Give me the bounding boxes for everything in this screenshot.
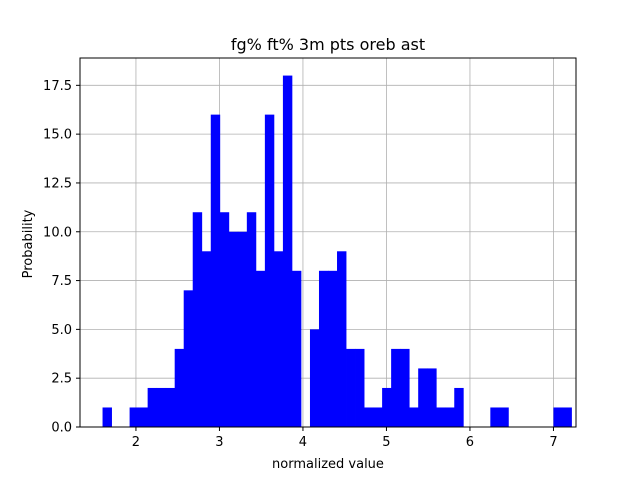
x-tick-label: 7 [549, 435, 557, 450]
histogram-bar [273, 251, 284, 427]
chart-title: fg% ft% 3m pts oreb ast [231, 35, 425, 54]
histogram-bar [454, 387, 464, 427]
plot-frame [79, 57, 577, 428]
axes [79, 57, 577, 428]
histogram-bar [237, 231, 248, 427]
histogram-bar [373, 407, 383, 427]
histogram-bar [255, 270, 266, 427]
histogram-bar [210, 114, 221, 427]
histogram-bar [228, 231, 239, 427]
y-tick-label: 15.0 [43, 128, 72, 143]
y-tick-label: 0.0 [51, 421, 72, 436]
histogram-bar [409, 407, 419, 427]
histogram-bar [174, 348, 185, 427]
x-axis-ticks: 2 3 4 5 6 7 [132, 427, 558, 450]
histogram-bar [445, 407, 455, 427]
histogram-bar [147, 387, 158, 427]
y-tick-label: 5.0 [51, 323, 72, 338]
histogram-bars [102, 75, 572, 428]
x-tick-label: 3 [215, 435, 223, 450]
histogram-bar [309, 329, 320, 427]
histogram-bar [102, 407, 112, 427]
histogram-bar [418, 368, 428, 427]
histogram-bar [562, 407, 572, 427]
histogram-bar [364, 407, 374, 427]
histogram-bar [282, 75, 293, 428]
histogram-bar [138, 407, 149, 427]
histogram-bar [318, 270, 329, 427]
y-tick-label: 10.0 [43, 225, 72, 240]
histogram-bar [391, 348, 401, 427]
histogram-bar [291, 270, 302, 427]
y-tick-label: 2.5 [51, 372, 72, 387]
histogram-bar [183, 290, 194, 427]
histogram-bar [427, 368, 437, 427]
y-axis-ticks: 0.0 2.5 5.0 7.5 10.0 12.5 15.0 17.5 [43, 79, 80, 436]
y-tick-label: 12.5 [43, 176, 72, 191]
x-tick-label: 6 [466, 435, 474, 450]
histogram-bar [192, 212, 203, 427]
histogram-bar [355, 348, 365, 427]
histogram-bar [264, 114, 275, 427]
histogram-bar [490, 407, 500, 427]
histogram-bar [436, 407, 446, 427]
x-tick-label: 5 [382, 435, 390, 450]
x-axis-label: normalized value [272, 457, 384, 472]
y-axis-label: Probability [21, 209, 36, 278]
histogram-bar [346, 348, 356, 427]
y-tick-label: 17.5 [43, 79, 72, 94]
histogram-bar [400, 348, 410, 427]
histogram-bar [156, 387, 167, 427]
histogram-bar [337, 251, 347, 427]
histogram-bar [499, 407, 509, 427]
histogram-bar [129, 407, 140, 427]
histogram-bar [328, 270, 338, 427]
histogram-bar [246, 212, 257, 427]
x-tick-label: 4 [299, 435, 307, 450]
histogram-bar [219, 212, 230, 427]
histogram-bar [553, 407, 563, 427]
histogram-bar [382, 387, 392, 427]
histogram-bar [201, 251, 212, 427]
x-tick-label: 2 [132, 435, 140, 450]
y-tick-label: 7.5 [51, 274, 72, 289]
histogram-bar [165, 387, 176, 427]
